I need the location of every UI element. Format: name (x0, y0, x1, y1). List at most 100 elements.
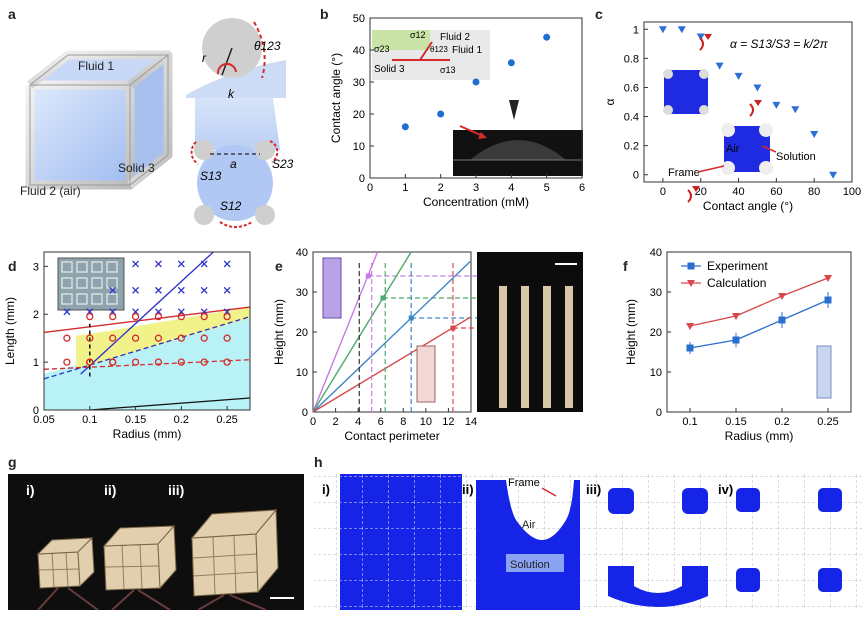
data-point (791, 106, 800, 114)
data-point (472, 78, 480, 86)
fit-line (312, 260, 472, 413)
x-tick-label: 0.25 (216, 414, 237, 426)
panel-label-a: a (8, 6, 16, 22)
inset-cell (76, 277, 88, 289)
data-point-x (177, 260, 185, 268)
x-tick-label: 100 (843, 186, 861, 198)
data-point-o (154, 334, 163, 342)
data-point-x (132, 286, 140, 294)
inset-cell (61, 293, 73, 305)
data-point (824, 275, 832, 282)
x-axis-label: Radius (mm) (725, 429, 794, 443)
data-point-o (131, 358, 140, 366)
legend-marker (687, 280, 695, 287)
fit-line (312, 251, 412, 413)
lattice-icon-small (322, 257, 342, 319)
x-tick-label: 4 (355, 416, 361, 428)
x-tick-label: 4 (508, 182, 514, 194)
series-line (689, 299, 829, 349)
sim-sublabel-1: i) (322, 482, 330, 497)
panel-g: g (0, 450, 310, 615)
inset-cell (91, 277, 103, 289)
data-point-o (131, 334, 140, 342)
y-tick-label: 3 (33, 261, 39, 273)
y-tick-label: 30 (353, 77, 365, 89)
inset-photo (57, 257, 125, 311)
fluid-square-1 (663, 69, 709, 115)
detail-label-s13: S13 (200, 169, 222, 183)
y-tick-label: 0 (359, 173, 365, 185)
data-point (715, 62, 724, 70)
x-tick-label: 0.05 (33, 414, 54, 426)
x-tick-label: 0.25 (817, 416, 838, 428)
detail-label-r: r (202, 51, 207, 65)
sim-sublabel-2: ii) (462, 482, 474, 497)
x-tick-label: 8 (400, 416, 406, 428)
data-point-x (109, 286, 117, 294)
panel-h: h i) ii) iii) (310, 450, 866, 615)
x-tick-label: 0.2 (774, 416, 789, 428)
legend-label: Calculation (707, 276, 766, 290)
panel-a: a Fluid 1 Solid 3 F (0, 0, 300, 230)
inset-theta: θ123 (430, 45, 448, 54)
data-point-x (200, 260, 208, 268)
y-tick-label: 0 (33, 405, 39, 417)
annot-frame: Frame (668, 167, 700, 179)
x-tick-label: 40 (732, 186, 744, 198)
x-tick-label: 6 (579, 182, 585, 194)
x-tick-label: 14 (465, 416, 477, 428)
plot-frame (43, 251, 251, 411)
data-point-o (200, 334, 208, 342)
y-tick-label: 0 (302, 407, 308, 419)
legend-marker (687, 262, 695, 270)
inset-cell (91, 293, 103, 305)
data-point-x (223, 286, 231, 294)
panel-c: c α = S13/S3 = k/2π Air Solution Frame 0… (590, 0, 866, 230)
photo-sublabel-1: i) (26, 482, 35, 498)
line-marker (365, 273, 371, 279)
x-tick-label: 0 (310, 416, 316, 428)
data-point (753, 84, 762, 92)
y-tick-label: 40 (650, 247, 662, 259)
inset-s12: σ12 (410, 30, 426, 40)
y-axis-label: α (603, 98, 617, 105)
data-point (824, 296, 832, 304)
data-point (543, 33, 551, 41)
y-tick-label: 20 (296, 327, 308, 339)
pillar (543, 286, 551, 408)
x-tick-label: 6 (378, 416, 384, 428)
x-tick-label: 0.15 (125, 414, 146, 426)
chart-f-radius: 0.1 0.15 0.2 0.25 0 10 20 30 40 Radius (mm) Height… (624, 247, 852, 443)
cube-illustration: Fluid 1 Solid 3 Fluid 2 (air) r k θ123 a… (20, 8, 294, 228)
cube-label-fluid1: Fluid 1 (78, 59, 114, 73)
data-point-x (63, 308, 71, 316)
y-tick-label: 0.2 (624, 141, 639, 153)
detail-label-theta: θ123 (254, 39, 281, 53)
x-tick-label: 5 (544, 182, 550, 194)
cyan-region (44, 316, 250, 410)
detail-label-s23: S23 (272, 157, 294, 171)
y-tick-label: 30 (296, 287, 308, 299)
x-axis-label: Contact perimeter (344, 429, 439, 443)
y-axis-label: Height (mm) (624, 299, 638, 365)
series-line (689, 277, 829, 327)
data-point-o (131, 312, 140, 321)
data-point (732, 313, 740, 320)
pillar (499, 286, 507, 408)
flow-arrow (699, 37, 704, 51)
x-tick-label: 0.1 (682, 416, 697, 428)
cube-photo: i) ii) iii) (8, 474, 304, 610)
x-tick-label: 0.2 (174, 414, 189, 426)
data-point-o (223, 312, 231, 321)
boundary-black (89, 397, 251, 411)
lattice-icon (816, 345, 832, 399)
data-point (810, 131, 819, 138)
arrow-head (692, 186, 700, 192)
inset-s23: σ23 (374, 44, 390, 54)
pillar (521, 286, 529, 408)
chart-d-phase: 0.05 0.1 0.15 0.2 0.25 0 1 2 3 Radius (mm) Length … (3, 251, 251, 441)
data-point-o (63, 334, 71, 342)
data-point-o (177, 358, 185, 366)
y-tick-label: 40 (296, 247, 308, 259)
fluid-square-2 (721, 123, 773, 175)
